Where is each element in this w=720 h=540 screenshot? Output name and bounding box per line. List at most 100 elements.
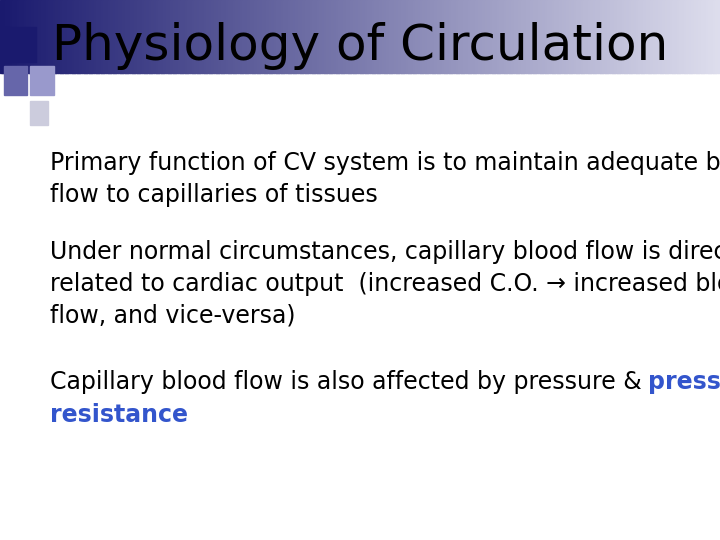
Bar xyxy=(569,0,572,73)
Bar xyxy=(45,0,49,73)
Bar xyxy=(430,0,433,73)
Bar xyxy=(305,0,308,73)
Bar xyxy=(434,0,438,73)
Bar xyxy=(423,0,426,73)
Bar xyxy=(660,0,663,73)
Bar xyxy=(475,0,478,73)
Bar xyxy=(144,0,147,73)
Bar xyxy=(245,0,248,73)
Bar xyxy=(48,0,51,73)
Bar xyxy=(240,0,243,73)
Bar xyxy=(30,101,48,125)
Bar xyxy=(538,0,541,73)
Bar xyxy=(53,0,56,73)
Bar xyxy=(125,0,128,73)
Bar xyxy=(540,0,543,73)
Bar xyxy=(343,0,346,73)
Bar xyxy=(12,0,15,73)
Bar xyxy=(439,0,442,73)
Bar xyxy=(545,0,548,73)
Bar xyxy=(218,0,222,73)
Bar xyxy=(672,0,675,73)
Bar xyxy=(331,0,334,73)
Bar xyxy=(686,0,690,73)
Bar xyxy=(122,0,125,73)
Bar xyxy=(667,0,670,73)
Bar xyxy=(221,0,224,73)
Bar xyxy=(149,0,152,73)
Bar xyxy=(211,0,215,73)
Bar xyxy=(718,0,720,73)
Bar xyxy=(355,0,359,73)
Bar xyxy=(14,0,17,73)
Bar xyxy=(307,0,310,73)
Bar xyxy=(482,0,485,73)
Bar xyxy=(110,0,114,73)
Bar xyxy=(271,0,274,73)
Bar xyxy=(585,0,589,73)
Bar xyxy=(317,0,320,73)
Bar xyxy=(81,0,85,73)
Bar xyxy=(715,0,719,73)
Bar xyxy=(55,0,58,73)
Bar xyxy=(250,0,253,73)
Bar xyxy=(528,0,531,73)
Bar xyxy=(639,0,642,73)
Bar xyxy=(369,0,373,73)
Bar xyxy=(43,0,46,73)
Bar xyxy=(302,0,305,73)
Bar xyxy=(353,0,356,73)
Bar xyxy=(38,0,42,73)
Bar xyxy=(202,0,204,73)
Bar xyxy=(509,0,512,73)
Bar xyxy=(480,0,483,73)
Bar xyxy=(403,0,406,73)
Bar xyxy=(197,0,200,73)
Bar xyxy=(290,0,294,73)
Bar xyxy=(698,0,701,73)
Bar xyxy=(576,0,579,73)
Bar xyxy=(379,0,382,73)
Bar xyxy=(79,0,82,73)
Bar xyxy=(175,0,179,73)
Bar xyxy=(70,0,73,73)
Text: Under normal circumstances, capillary blood flow is directly
related to cardiac : Under normal circumstances, capillary bl… xyxy=(50,240,720,327)
Bar xyxy=(60,0,63,73)
Bar xyxy=(324,0,327,73)
Bar xyxy=(564,0,567,73)
Bar xyxy=(490,0,492,73)
Bar xyxy=(581,0,584,73)
Bar xyxy=(449,0,452,73)
Bar xyxy=(410,0,413,73)
Bar xyxy=(187,0,190,73)
Bar xyxy=(446,0,449,73)
Bar xyxy=(89,0,92,73)
Bar xyxy=(264,0,267,73)
Bar xyxy=(590,0,593,73)
Bar xyxy=(619,0,622,73)
Bar xyxy=(283,0,287,73)
Bar xyxy=(315,0,318,73)
Bar xyxy=(341,0,344,73)
Bar xyxy=(499,0,503,73)
Bar xyxy=(106,0,109,73)
Bar xyxy=(113,0,116,73)
Bar xyxy=(72,0,75,73)
Bar xyxy=(22,0,24,73)
Bar xyxy=(593,0,596,73)
Bar xyxy=(156,0,159,73)
Bar xyxy=(549,0,553,73)
Bar xyxy=(382,0,384,73)
Bar xyxy=(101,0,104,73)
Bar xyxy=(607,0,611,73)
Bar xyxy=(269,0,272,73)
Bar xyxy=(396,0,399,73)
Bar xyxy=(192,0,195,73)
Bar xyxy=(621,0,625,73)
Bar xyxy=(96,0,99,73)
Bar xyxy=(513,0,517,73)
Bar xyxy=(166,0,168,73)
Bar xyxy=(58,0,60,73)
Bar xyxy=(77,0,80,73)
Bar xyxy=(554,0,557,73)
